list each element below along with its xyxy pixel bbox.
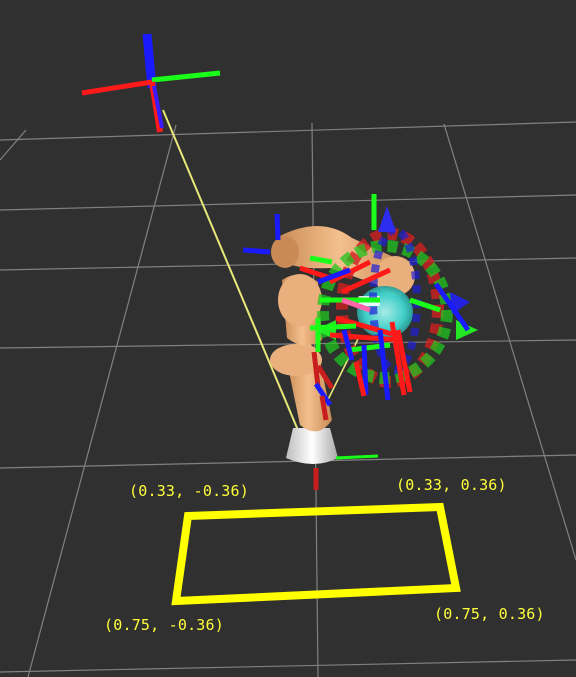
- corner-label-near-left: (0.33, -0.36): [129, 482, 249, 500]
- frame-link-line: [162, 109, 301, 436]
- corner-label-near-right: (0.33, 0.36): [396, 476, 507, 494]
- corner-label-far-right: (0.75, 0.36): [434, 605, 545, 623]
- axes-frame-icon[interactable]: [81, 33, 221, 133]
- joint-frames: [242, 194, 471, 421]
- corner-label-far-left: (0.75, -0.36): [104, 616, 224, 634]
- robot-base: [286, 428, 338, 464]
- workspace-boundary: [171, 502, 461, 606]
